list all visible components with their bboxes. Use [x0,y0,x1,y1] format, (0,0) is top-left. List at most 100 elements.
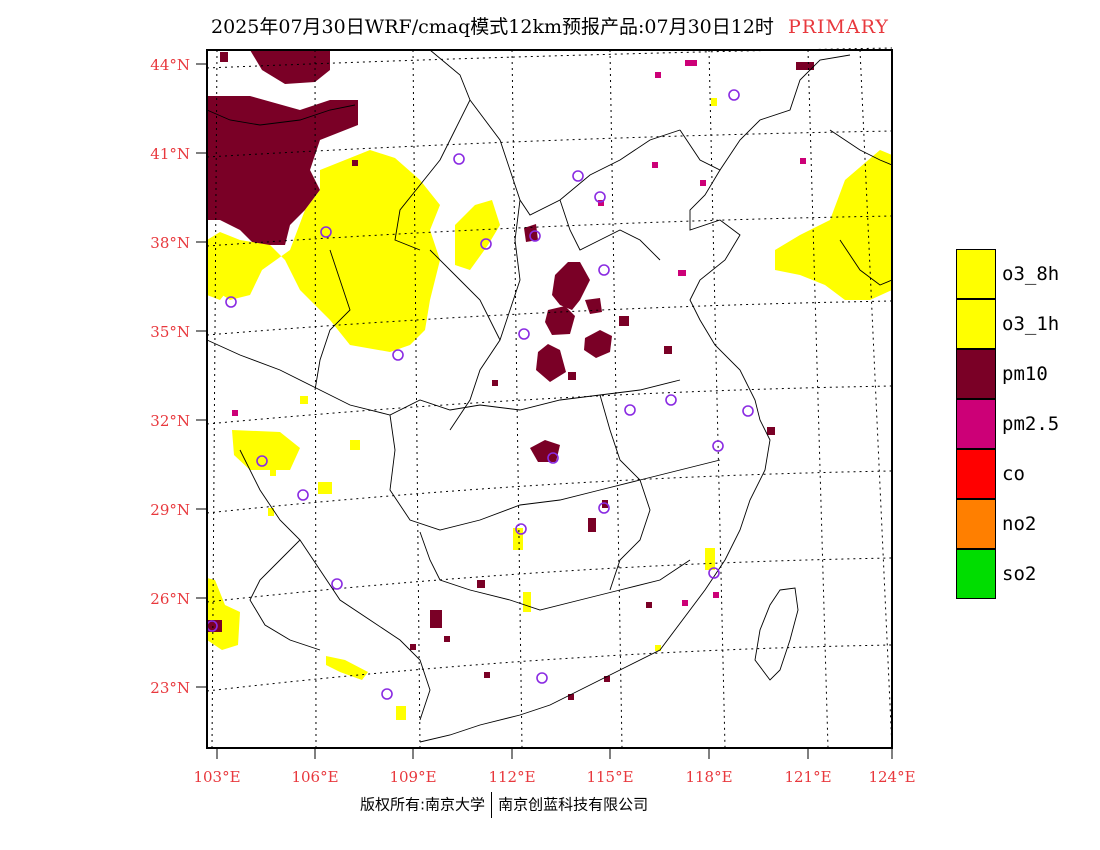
lat-label: 44°N [150,56,190,74]
pollution-cell [700,180,706,186]
legend-label: no2 [1002,513,1037,535]
city-marker-icon [331,578,343,590]
border-line [419,531,691,611]
lon-label: 106°E [291,768,338,786]
city-marker-icon [225,296,237,308]
border-line [679,54,851,171]
pollution-cell [492,380,498,386]
meridian-line [412,49,421,749]
lon-label: 118°E [685,768,732,786]
title-main: 2025年07月30日WRF/cmaq模式12km预报产品:07月30日12时 [211,16,774,38]
city-marker-icon [624,404,636,416]
axis-labels: 44°N 41°N 38°N 35°N 32°N 29°N 26°N 23°N 103°E 106… [150,56,915,786]
pollution-cell [220,52,228,62]
lon-label: 103°E [193,768,240,786]
meridian-line [211,49,218,749]
border-line [206,104,356,126]
pollution-cell [430,610,442,628]
city-marker-icon [712,440,724,452]
city-marker-icon [529,230,541,242]
legend-swatch [956,499,996,549]
city-marker-icon [515,523,527,535]
legend-item: pm2.5 [956,399,1096,449]
parallel-line [206,644,893,692]
copyright-footer: 版权所有:南京大学 南京创蓝科技有限公司 [360,792,648,818]
pollution-cell [444,636,450,642]
legend-label: so2 [1002,563,1037,585]
legend-label: pm10 [1002,363,1048,385]
city-marker-icon [392,349,404,361]
pollution-cell [604,676,610,682]
meridian-line [708,49,726,749]
border-line [206,339,681,416]
pollution-zone [584,330,612,358]
pollution-cell [646,602,652,608]
legend: o3_8h o3_1h pm10 pm2.5 co no2 so2 [956,249,1096,599]
meridian-line [314,49,317,749]
border-line [299,539,431,721]
city-marker-icon [598,264,610,276]
map-frame [206,49,893,749]
pollution-cell [352,160,358,166]
pollution-cell [685,60,697,66]
city-marker-icon [665,394,677,406]
border-line [599,394,651,591]
lat-label: 32°N [150,412,190,430]
pollution-cell [396,706,406,720]
pollution-cell [588,518,596,532]
border-line [829,129,893,166]
legend-swatch [956,399,996,449]
pollution-cell [477,580,485,588]
lat-label: 29°N [150,501,190,519]
city-marker-icon [547,452,559,464]
meridian-line [807,49,829,749]
pollution-zone [207,578,240,650]
parallel-line [206,557,893,603]
pollution-cell [602,500,608,508]
pollution-cell [619,316,629,326]
legend-item: so2 [956,549,1096,599]
border-line [839,239,893,286]
city-marker-icon [536,672,548,684]
pollution-zone [552,262,590,310]
lat-label: 38°N [150,234,190,252]
legend-item: co [956,449,1096,499]
city-marker-icon [320,226,332,238]
pollution-zone [585,298,602,314]
lon-label: 115°E [586,768,633,786]
pollution-cell [655,645,661,651]
pollution-cell [682,600,688,606]
parallel-line [206,300,893,336]
border-line [559,199,661,261]
lat-label: 23°N [150,679,190,697]
pollution-cell [664,346,672,354]
border-line [314,249,351,391]
pollution-cell [713,592,719,598]
pollution-zone [207,150,440,352]
pollution-cell [206,620,222,632]
pollution-cell [767,427,775,435]
legend-item: o3_8h [956,249,1096,299]
copyright-right: 南京创蓝科技有限公司 [498,795,649,814]
pollution-zone [207,260,232,300]
legend-item: o3_1h [956,299,1096,349]
pollution-cell [568,372,576,380]
pollution-cell [800,158,806,164]
border-line [419,169,771,743]
pollution-cell [232,410,238,416]
pollution-cell [350,440,360,450]
map-title: 2025年07月30日WRF/cmaq模式12km预报产品:07月30日12时 P… [0,12,1100,39]
lon-label: 121°E [784,768,831,786]
lat-label: 41°N [150,145,190,163]
lat-label: 26°N [150,590,190,608]
legend-swatch [956,449,996,499]
axis-ticks [196,63,893,759]
pollution-cell [568,694,574,700]
city-marker-icon [381,688,393,700]
lon-label: 112°E [488,768,535,786]
pollution-zone [207,96,358,245]
lon-label: 124°E [868,768,915,786]
city-marker-icon [598,502,610,514]
parallel-line [206,215,893,247]
